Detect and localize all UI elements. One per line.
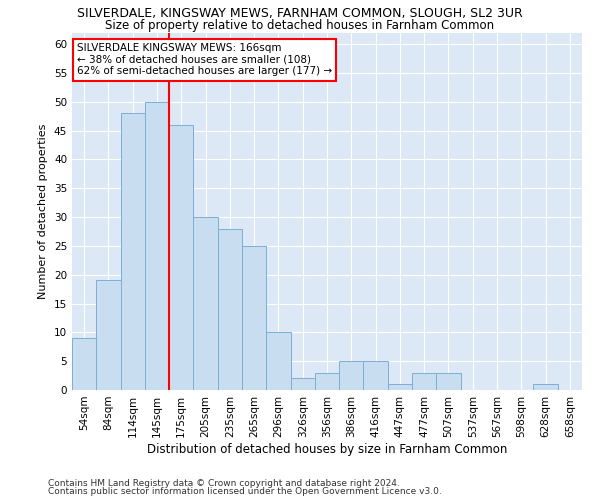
Bar <box>339 361 364 390</box>
Bar <box>193 217 218 390</box>
Text: SILVERDALE, KINGSWAY MEWS, FARNHAM COMMON, SLOUGH, SL2 3UR: SILVERDALE, KINGSWAY MEWS, FARNHAM COMMO… <box>77 8 523 20</box>
Bar <box>315 372 339 390</box>
Text: SILVERDALE KINGSWAY MEWS: 166sqm
← 38% of detached houses are smaller (108)
62% : SILVERDALE KINGSWAY MEWS: 166sqm ← 38% o… <box>77 43 332 76</box>
Y-axis label: Number of detached properties: Number of detached properties <box>38 124 49 299</box>
Text: Contains public sector information licensed under the Open Government Licence v3: Contains public sector information licen… <box>48 487 442 496</box>
Bar <box>388 384 412 390</box>
Bar <box>266 332 290 390</box>
Bar <box>364 361 388 390</box>
Bar <box>121 113 145 390</box>
Bar <box>412 372 436 390</box>
Text: Contains HM Land Registry data © Crown copyright and database right 2024.: Contains HM Land Registry data © Crown c… <box>48 478 400 488</box>
Bar <box>145 102 169 390</box>
X-axis label: Distribution of detached houses by size in Farnham Common: Distribution of detached houses by size … <box>147 442 507 456</box>
Bar <box>169 125 193 390</box>
Text: Size of property relative to detached houses in Farnham Common: Size of property relative to detached ho… <box>106 18 494 32</box>
Bar <box>72 338 96 390</box>
Bar <box>242 246 266 390</box>
Bar <box>218 228 242 390</box>
Bar <box>96 280 121 390</box>
Bar <box>290 378 315 390</box>
Bar <box>436 372 461 390</box>
Bar <box>533 384 558 390</box>
